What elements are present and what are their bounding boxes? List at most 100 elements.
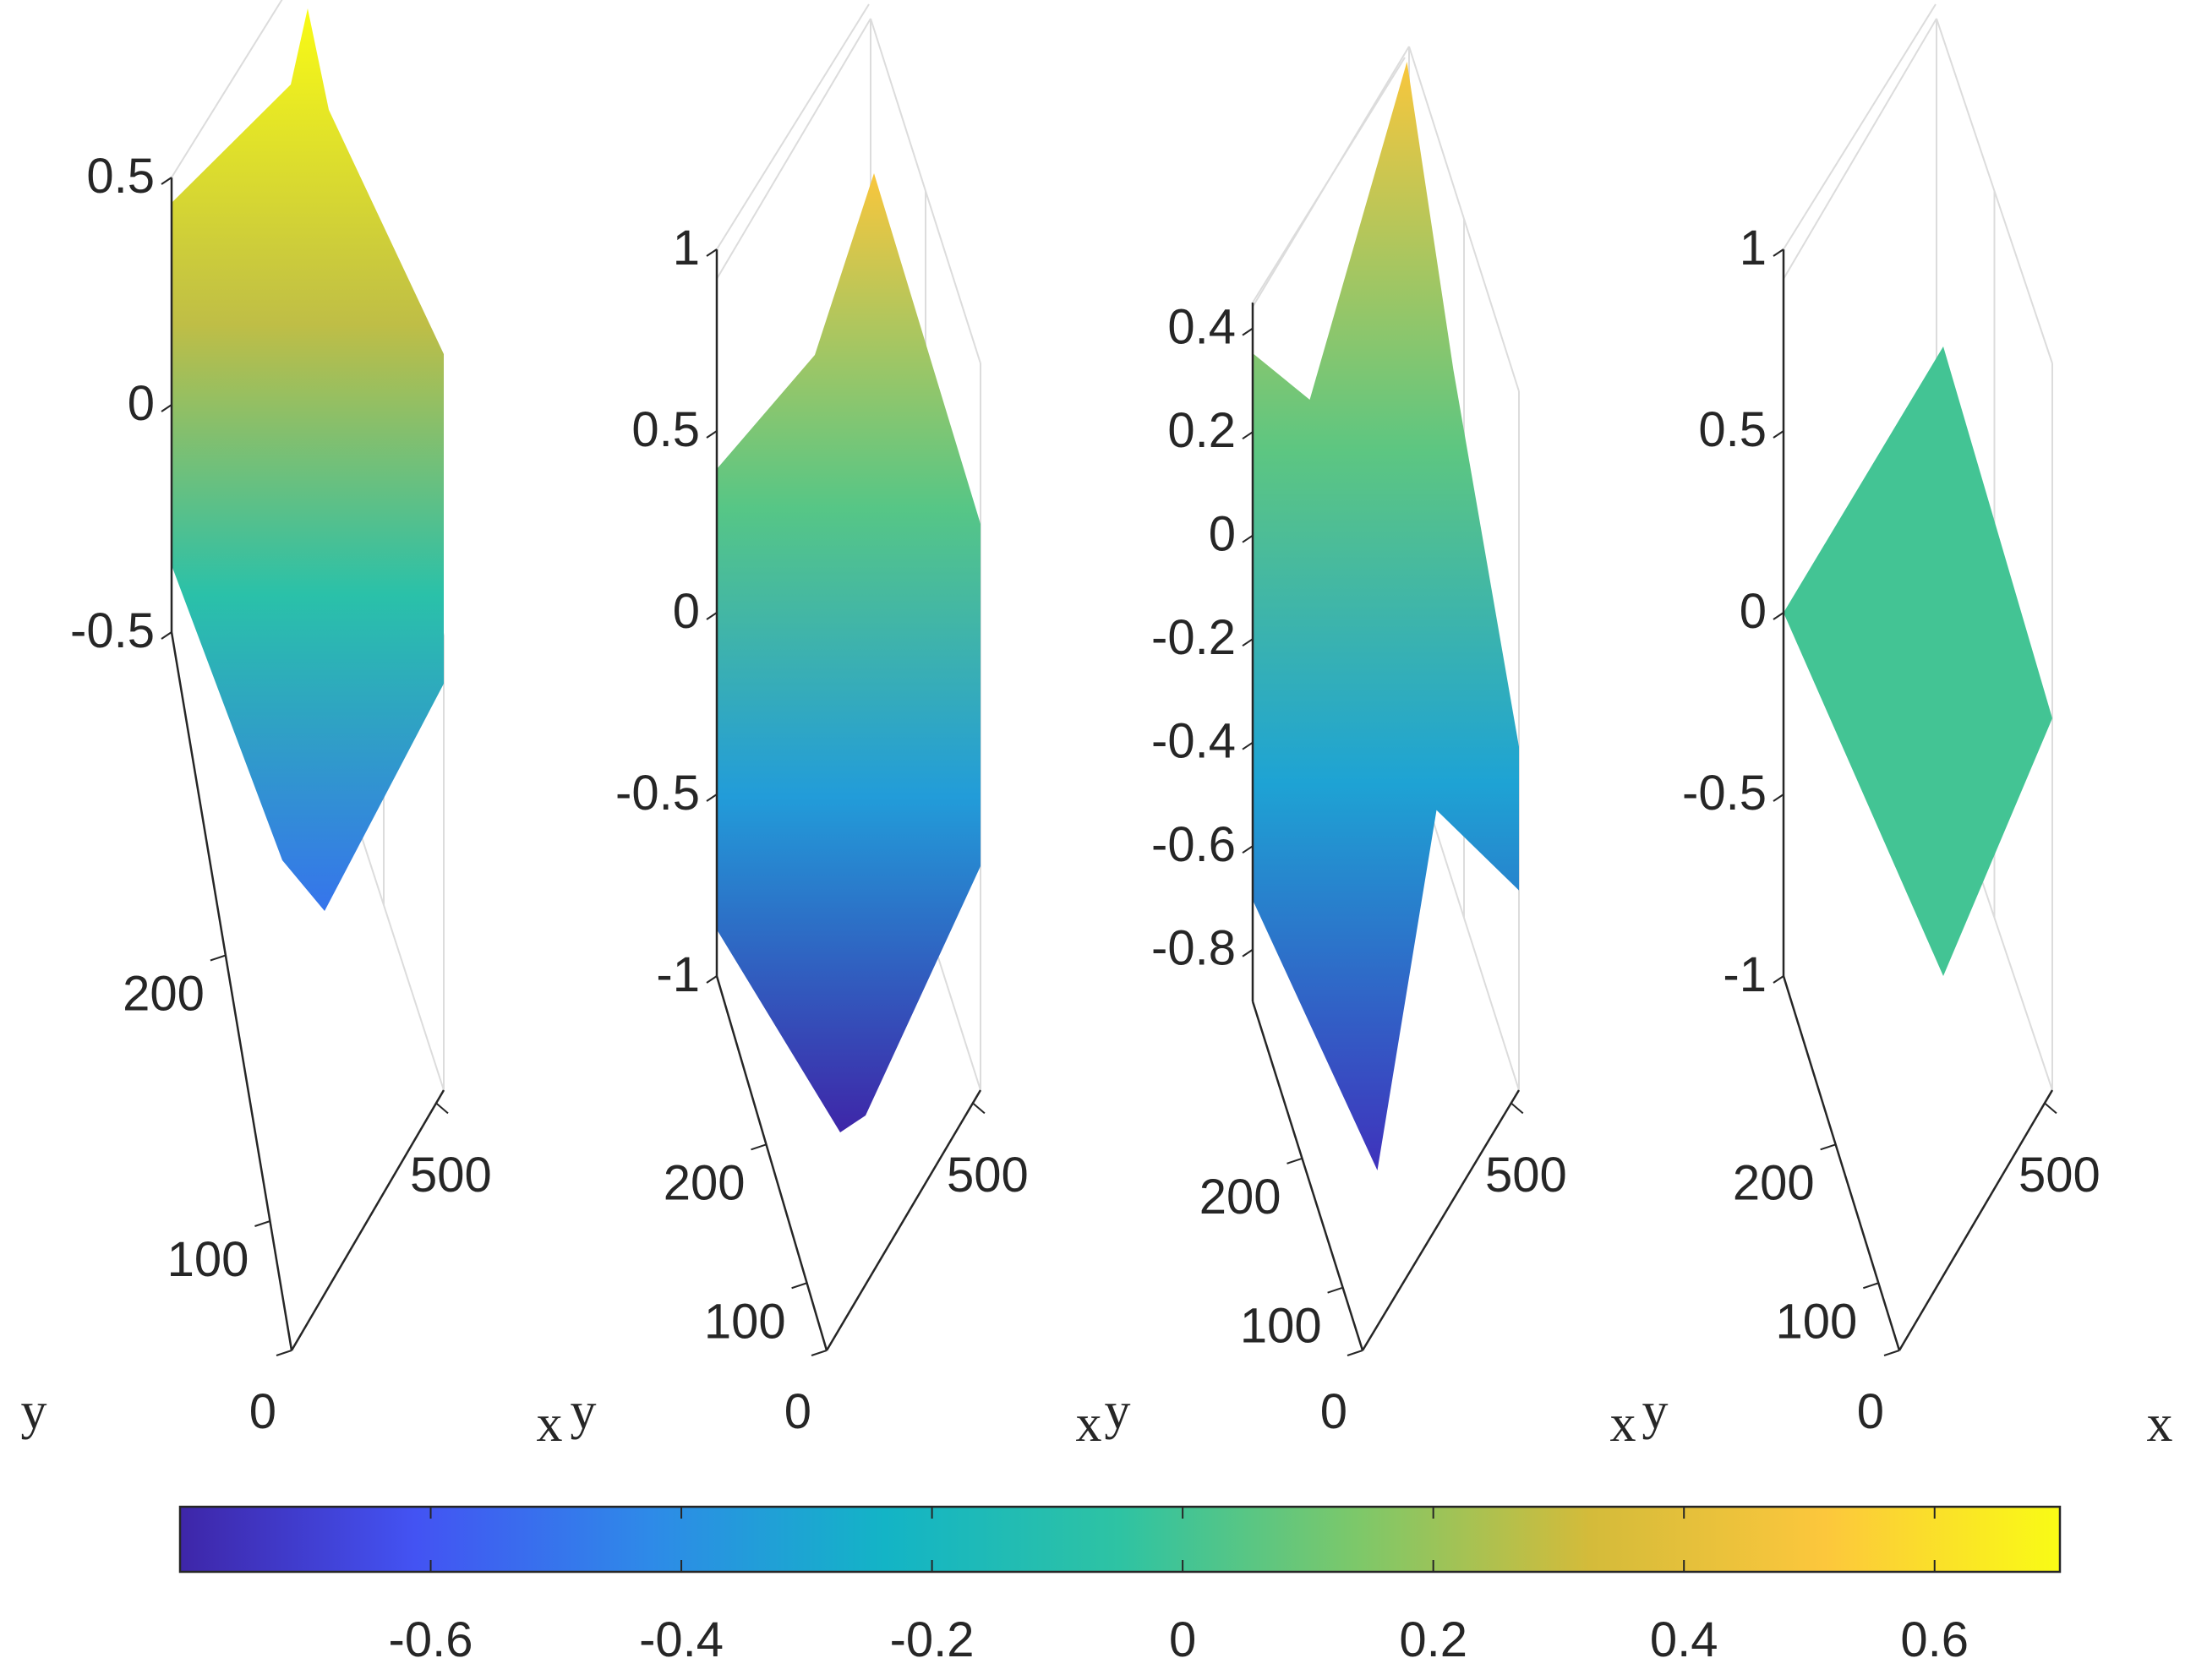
y-tick-label: 200 [1733,1155,1815,1210]
surface-mesh [717,173,981,1132]
y-tick-label: 0 [1857,1384,1884,1439]
x-axis-line [825,1089,982,1351]
back-wall-edge [171,0,283,178]
z-tick-label: -0.5 [70,603,155,658]
z-tick [706,612,718,620]
z-tick-label: -1 [656,947,700,1002]
z-tick-label: 1 [673,221,700,275]
y-tick [1287,1157,1303,1165]
z-tick-label: 0 [673,584,700,639]
z-tick-label: 1 [1740,221,1767,275]
y-tick-label: 100 [167,1232,249,1287]
z-tick-label: -0.5 [1682,766,1767,821]
y-tick [1327,1286,1343,1294]
z-tick-label: -1 [1723,947,1767,1002]
y-axis-label: y [21,1383,47,1440]
y-axis-label: y [1105,1383,1131,1440]
x-axis-line [1361,1089,1521,1351]
z-tick-label: 0 [1209,507,1236,562]
y-axis-line [170,631,293,1351]
y-tick [276,1350,292,1356]
y-tick [254,1220,270,1227]
x-tick [972,1102,986,1115]
y-tick-label: 200 [664,1155,746,1210]
colorbar-tick-label: 0.6 [1900,1612,1969,1667]
x-tick [1510,1102,1524,1115]
y-tick-label: 100 [1776,1294,1858,1349]
x-axis-line [1898,1089,2054,1351]
z-tick-label: 0 [1740,584,1767,639]
x-tick-label: 500 [1485,1148,1567,1203]
colorbar-tick-label: 0.2 [1399,1612,1467,1667]
z-tick [1773,975,1784,984]
z-tick-label: 0.5 [86,149,155,204]
y-tick [811,1350,828,1356]
z-tick [706,248,718,257]
y-axis-label: y [1642,1383,1669,1440]
colorbar-tick-label: -0.4 [639,1612,724,1667]
y-axis-line [715,975,828,1351]
z-tick-label: -0.5 [615,766,700,821]
y-tick-label: 100 [1240,1299,1322,1354]
colorbar-tick-label: -0.6 [389,1612,473,1667]
y-tick [1883,1350,1900,1356]
x-axis-line [290,1089,445,1351]
z-tick-label: -0.8 [1151,921,1236,976]
z-tick [1242,741,1254,750]
y-tick-label: 0 [784,1384,811,1439]
z-tick [1242,431,1254,439]
y-tick-label: 0 [1320,1384,1347,1439]
z-tick [1242,327,1254,336]
x-tick-label: 500 [410,1148,492,1203]
y-tick [791,1282,807,1290]
x-axis-label: x [1610,1395,1636,1453]
z-tick-label: 0 [128,376,155,431]
z-tick [1773,430,1784,439]
y-axis-label: y [571,1383,597,1440]
surface-panel: 0.5 0 -0.5 200 100 0 500 y x [21,0,563,1453]
surface-panel: 0.4 0.2 0 -0.2 -0.4 -0.6 -0.8 200 100 0 500 y x [1105,46,1636,1453]
colorbar-tick-label: -0.2 [890,1612,975,1667]
z-tick-label: 0.5 [631,402,700,457]
x-axis-label: x [2147,1395,2173,1453]
z-tick-label: 0.5 [1698,402,1767,457]
back-wall-edge [1783,3,1937,250]
y-tick [1863,1282,1879,1290]
z-tick [1242,845,1254,854]
z-tick [706,430,718,439]
x-tick-label: 500 [2019,1148,2100,1203]
back-wall-edge [1783,18,1937,280]
x-axis-label: x [1076,1395,1102,1453]
z-tick [706,975,718,984]
x-axis-label: x [537,1395,563,1453]
x-tick [2044,1102,2057,1115]
z-tick [1773,612,1784,620]
z-tick [161,404,172,412]
y-tick-label: 200 [1199,1170,1281,1225]
y-axis-line [1782,975,1901,1351]
z-tick [706,794,718,802]
z-tick-label: -0.6 [1151,817,1236,872]
z-tick [1773,248,1784,257]
y-tick-label: 200 [123,967,205,1022]
z-tick-label: 0.4 [1167,300,1236,355]
z-tick [161,177,172,185]
z-tick [1242,948,1254,957]
z-tick-label: -0.2 [1151,610,1236,665]
surface-mesh [1253,62,1519,1170]
x-tick [435,1102,449,1115]
y-tick [210,954,227,962]
y-tick [751,1143,767,1151]
z-tick-label: 0.2 [1167,403,1236,458]
z-tick [1242,638,1254,647]
colorbar: -0.6 -0.4 -0.2 0 0.2 0.4 0.6 [178,1505,2062,1667]
colorbar-tick-label: 0 [1169,1612,1196,1667]
back-wall-edge [1252,57,1406,303]
surface-mesh [172,8,444,911]
colorbar-gradient [178,1505,2062,1574]
z-tick-label: -0.4 [1151,714,1236,769]
surface-panel: 1 0.5 0 -0.5 -1 200 100 0 500 y x [571,3,1102,1453]
z-tick [1773,794,1784,802]
